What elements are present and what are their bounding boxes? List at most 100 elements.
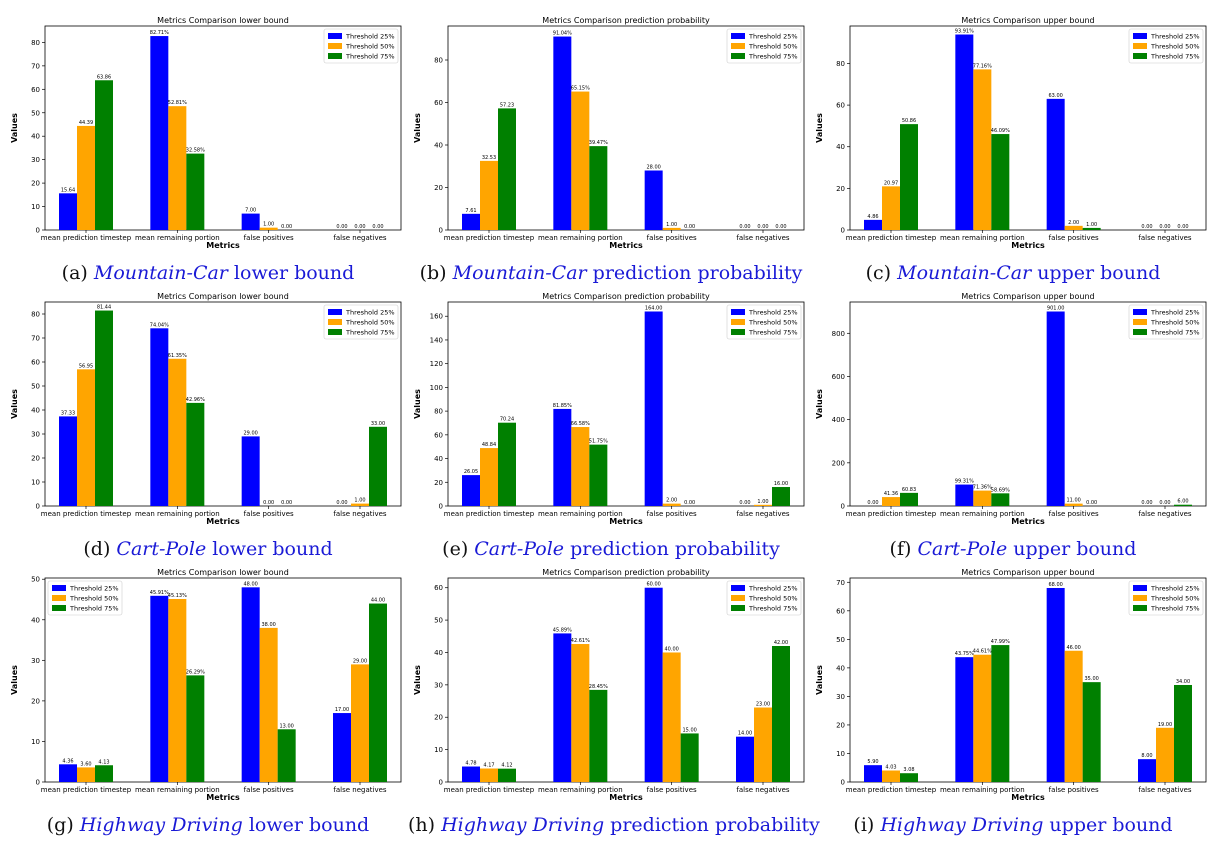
y-tick-label: 40	[31, 616, 40, 624]
y-tick-label: 50	[31, 576, 40, 584]
legend-label: Threshold 50%	[69, 595, 119, 603]
bar	[571, 91, 590, 231]
y-tick-label: 20	[434, 479, 443, 487]
y-tick-label: 20	[31, 180, 40, 188]
bar-value-label: 32.53	[482, 155, 496, 161]
legend-box	[726, 28, 802, 64]
bar-value-label: 4.78	[465, 761, 476, 767]
legend-swatch	[328, 43, 342, 49]
y-tick-label: 70	[836, 579, 845, 587]
x-tick-label: false negatives	[736, 234, 789, 242]
y-tick-label: 400	[832, 416, 845, 424]
y-tick-label: 40	[836, 664, 845, 672]
x-axis-label: Metrics	[609, 241, 643, 249]
bar-value-label: 52.81%	[168, 100, 187, 106]
y-tick-label: 30	[836, 693, 845, 701]
bar-value-label: 1.00	[354, 498, 365, 504]
legend-swatch	[52, 605, 66, 611]
bar	[59, 416, 77, 506]
legend: Threshold 25% Threshold 50% Threshold 75%	[323, 304, 399, 340]
legend-label: Threshold 25%	[748, 585, 798, 593]
y-tick-label: 50	[434, 617, 443, 625]
y-axis-label: Values	[10, 389, 19, 419]
bar-chart: Metrics Comparison lower bound 0 10 20 30 40 5…	[10, 292, 402, 525]
chart-title: Metrics Comparison prediction probabilit…	[542, 16, 710, 25]
y-tick-label: 60	[434, 431, 443, 439]
y-tick-label: 30	[434, 681, 443, 689]
bar	[1174, 684, 1192, 782]
caption-text: lower bound	[242, 814, 370, 836]
legend: Threshold 25% Threshold 50% Threshold 75%	[1128, 28, 1204, 64]
y-axis-label: Values	[815, 113, 824, 143]
y-tick-label: 60	[836, 102, 845, 110]
y-tick-label: 60	[31, 86, 40, 94]
bar-value-label: 0.00	[739, 500, 750, 506]
caption-label: (f)	[889, 538, 918, 560]
bar	[882, 497, 900, 506]
bar-value-label: 3.08	[903, 767, 914, 773]
bar	[955, 484, 974, 506]
chart-title: Metrics Comparison lower bound	[157, 16, 289, 25]
y-tick-label: 0	[841, 779, 845, 787]
bar	[498, 422, 516, 506]
plot-frame	[849, 577, 1207, 783]
legend-swatch	[731, 605, 745, 611]
bar-value-label: 43.75%	[955, 651, 974, 657]
legend-label: Threshold 75%	[1150, 329, 1200, 337]
x-tick-label: mean remaining portion	[940, 510, 1025, 518]
bar-value-label: 60.00	[647, 582, 661, 588]
bar	[1046, 98, 1065, 230]
bar-value-label: 0.00	[684, 500, 695, 506]
bar	[1156, 727, 1174, 782]
legend-label: Threshold 50%	[1150, 595, 1200, 603]
bar-value-label: 51.75%	[589, 439, 608, 445]
y-tick-label: 10	[31, 479, 40, 487]
bar	[95, 310, 113, 506]
x-axis-label: Metrics	[206, 517, 240, 525]
y-tick-label: 40	[434, 142, 443, 150]
bar	[462, 213, 480, 230]
chart-panel: Metrics Comparison lower bound 0 10 20 30 40 5…	[5, 290, 411, 525]
caption-domain: Mountain-Car	[897, 262, 1032, 284]
y-axis-label: Values	[413, 113, 422, 143]
subfigure-caption: (i) Highway Driving upper bound	[810, 814, 1216, 836]
y-axis-label: Values	[413, 389, 422, 419]
plot-frame	[849, 25, 1207, 231]
x-tick-label: mean remaining portion	[538, 510, 623, 518]
legend-swatch	[1133, 595, 1147, 601]
bar-value-label: 0.00	[1159, 224, 1170, 230]
legend-label: Threshold 50%	[1150, 319, 1200, 327]
bar-value-label: 48.00	[244, 581, 258, 587]
bar	[736, 736, 754, 782]
bar	[882, 770, 900, 782]
bar	[351, 664, 369, 782]
bar-value-label: 1.00	[263, 222, 274, 228]
legend-swatch	[1133, 319, 1147, 325]
legend-swatch	[731, 329, 745, 335]
y-tick-label: 40	[31, 407, 40, 415]
y-tick-label: 40	[31, 133, 40, 141]
legend-box	[47, 580, 123, 616]
bar-value-label: 0.00	[684, 224, 695, 230]
caption-domain: Mountain-Car	[452, 262, 587, 284]
bar-chart: Metrics Comparison lower bound 0 10 20 30 40 5…	[10, 16, 402, 249]
bar	[644, 587, 663, 782]
x-tick-label: false negatives	[333, 786, 386, 794]
bar	[589, 444, 608, 506]
bar-value-label: 99.31%	[955, 479, 974, 485]
bar-value-label: 60.83	[902, 487, 916, 493]
x-tick-label: mean remaining portion	[940, 786, 1025, 794]
bar	[991, 645, 1010, 782]
bar-value-label: 1.00	[666, 222, 677, 228]
legend-swatch	[731, 309, 745, 315]
bar-value-label: 4.12	[501, 763, 512, 769]
bar-value-label: 13.00	[280, 723, 294, 729]
caption-domain: Highway Driving	[441, 814, 605, 836]
y-tick-label: 0	[36, 227, 40, 235]
bar	[973, 69, 992, 230]
caption-text: lower bound	[206, 538, 333, 560]
bar	[571, 644, 590, 782]
legend-swatch	[731, 43, 745, 49]
bar	[369, 426, 387, 506]
bar	[1064, 225, 1083, 230]
